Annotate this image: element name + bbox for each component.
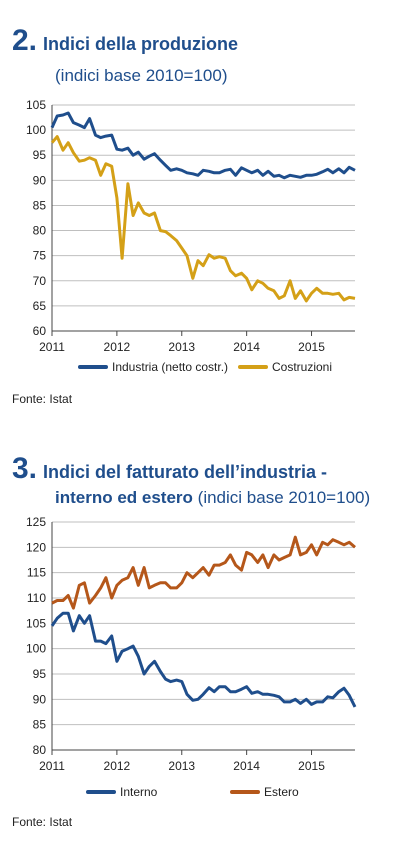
y-tick-label: 105 bbox=[26, 98, 46, 112]
y-tick-label: 100 bbox=[26, 642, 46, 656]
y-tick-label: 65 bbox=[33, 299, 47, 313]
y-tick-label: 80 bbox=[33, 224, 47, 238]
x-tick-label: 2012 bbox=[104, 340, 131, 354]
y-tick-label: 110 bbox=[27, 591, 46, 605]
y-tick-label: 75 bbox=[33, 249, 47, 263]
y-tick-label: 115 bbox=[27, 566, 46, 580]
y-tick-label: 90 bbox=[33, 173, 47, 187]
chart2-number: 2. bbox=[12, 24, 38, 57]
y-tick-label: 85 bbox=[33, 198, 47, 212]
x-tick-label: 2011 bbox=[39, 340, 65, 354]
chart3-subtitle-bold: interno ed estero bbox=[55, 488, 193, 507]
chart2-plot: 60 65 70 75 80 85 90 95 100 105 2011 2012 2013 2014 20… bbox=[26, 98, 356, 374]
y-tick-label: 90 bbox=[33, 692, 47, 706]
y-tick-label: 95 bbox=[33, 148, 47, 162]
y-tick-label: 100 bbox=[26, 123, 46, 137]
series-line-costruzioni bbox=[50, 135, 356, 303]
series-line-estero bbox=[51, 535, 356, 610]
y-tick-label: 80 bbox=[33, 743, 47, 757]
y-tick-label: 105 bbox=[26, 616, 46, 630]
x-tick-label: 2013 bbox=[168, 759, 195, 773]
chart2-subtitle: (indici base 2010=100) bbox=[55, 66, 228, 85]
x-tick-label: 2014 bbox=[233, 759, 260, 773]
chart3-number: 3. bbox=[12, 452, 38, 485]
y-tick-label: 125 bbox=[26, 515, 46, 529]
chart3-heading: 3. Indici del fatturato dell’industria - bbox=[12, 454, 328, 484]
chart2-heading: 2. Indici della produzione bbox=[12, 26, 239, 56]
chart3-subtitle-light: (indici base 2010=100) bbox=[197, 488, 371, 507]
x-tick-label: 2015 bbox=[298, 340, 325, 354]
series-line-industria-netto-costr bbox=[50, 111, 356, 180]
chart3-title: Indici del fatturato dell’industria - bbox=[43, 462, 328, 482]
legend-label: Interno bbox=[120, 785, 158, 799]
y-tick-label: 85 bbox=[33, 718, 47, 732]
chart2-title: Indici della produzione bbox=[43, 34, 239, 54]
chart3-subtitle: interno ed estero (indici base 2010=100) bbox=[55, 488, 370, 508]
y-tick-label: 95 bbox=[33, 667, 47, 681]
y-tick-label: 120 bbox=[26, 540, 46, 554]
series-line-interno bbox=[50, 611, 357, 708]
y-tick-label: 70 bbox=[33, 274, 47, 288]
legend-label: Estero bbox=[264, 785, 299, 799]
chart2-source: Fonte: Istat bbox=[12, 392, 73, 406]
x-tick-label: 2012 bbox=[104, 759, 131, 773]
x-tick-label: 2013 bbox=[168, 340, 195, 354]
chart3-source: Fonte: Istat bbox=[12, 815, 73, 829]
legend-label: Costruzioni bbox=[272, 360, 332, 374]
legend-label: Industria (netto costr.) bbox=[112, 360, 228, 374]
y-tick-label: 60 bbox=[33, 324, 47, 338]
x-tick-label: 2014 bbox=[233, 340, 260, 354]
x-tick-label: 2011 bbox=[39, 759, 65, 773]
chart3-plot: 80 85 90 95 100 105 110 115 120 125 2011 2012 2013 20… bbox=[26, 515, 357, 799]
x-tick-label: 2015 bbox=[298, 759, 325, 773]
